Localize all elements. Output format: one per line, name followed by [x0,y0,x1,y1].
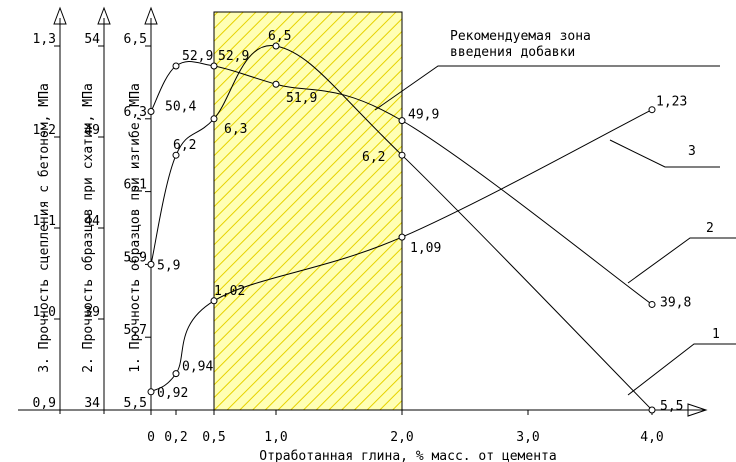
compress-tick-label: 34 [84,396,100,411]
zone-annotation-leader [374,65,720,111]
bond-axis-title: 3. Прочность сцепления с бетоном, МПа [37,83,52,373]
x-axis-arrow [687,403,708,417]
series-1-data-label: 5,9 [157,258,180,273]
bond-tick-label: 1,3 [33,32,56,47]
bend-tick-label: 6,3 [124,105,147,120]
series-3-data-label: 0,92 [157,386,188,401]
series-1-data-label: 6,3 [224,122,247,137]
series-2-point [272,80,280,88]
bond-axis-arrow [53,6,67,25]
bend-tick-label: 5,5 [124,396,147,411]
x-tick-label: 0 [147,430,155,445]
bend-axis-arrow [144,6,158,25]
compress-tick-label: 54 [84,32,100,47]
series-3-point [147,388,155,396]
compress-axis-title: 2. Прочность образцов при схатии, МПа [81,83,96,373]
series-1-point [272,42,280,50]
series-3-point [648,106,656,114]
series-2-data-label: 51,9 [286,91,317,106]
x-tick-label: 0,2 [164,430,187,445]
bond-tick-label: 1,0 [33,305,56,320]
bend-tick-label: 5,9 [124,250,147,265]
series-1-data-label: 6,2 [173,138,196,153]
zone-annotation-line2: введения добавки [450,45,575,60]
series-2-point [648,300,656,308]
bond-tick-label: 1,1 [33,214,56,229]
series-3-data-label: 1,09 [410,241,441,256]
series-3-point [210,297,218,305]
compress-axis-arrow [97,6,111,25]
compress-tick-label: 49 [84,123,100,138]
series-3-leader [609,139,720,168]
series-3-point [172,370,180,378]
series-1-point [648,406,656,414]
series-1-data-label: 6,5 [268,29,291,44]
series-2-point [398,117,406,125]
series-2-data-label: 50,4 [165,100,196,115]
series-2-data-label: 39,8 [660,295,691,310]
zone-annotation-line1: Рекомендуемая зона [450,29,591,44]
recommended-zone [213,11,403,411]
series-2-data-label: 49,9 [408,108,439,123]
series-2-point [172,62,180,70]
x-tick-label: 4,0 [640,430,663,445]
series-1-point [147,260,155,268]
series-1-point [210,115,218,123]
series-3-name: 3 [688,144,696,159]
bend-tick-label: 6,1 [124,178,147,193]
bond-tick-label: 1,2 [33,123,56,138]
x-tick-label: 3,0 [516,430,539,445]
bend-axis-title: 1. Прочность образцов при изгибе, МПа [128,83,143,373]
x-tick-label: 0,5 [202,430,225,445]
x-tick-label: 1,0 [264,430,287,445]
series-1-point [398,151,406,159]
series-1-leader [627,343,736,396]
series-3-data-label: 1,23 [656,95,687,110]
bond-tick-label: 0,9 [33,396,56,411]
bend-tick-label: 6,5 [124,32,147,47]
series-1-data-label: 5,5 [660,399,683,414]
x-axis-title: Отработанная глина, % масс. от цемента [259,449,556,462]
series-2-name: 2 [706,221,714,236]
series-3-data-label: 0,94 [182,360,213,375]
series-2-point [210,62,218,70]
compress-tick-label: 44 [84,214,100,229]
series-3-data-label: 1,02 [214,284,245,299]
series-2-data-label: 52,9 [218,49,249,64]
x-tick-label: 2,0 [390,430,413,445]
compress-tick-label: 39 [84,305,100,320]
series-1-data-label: 6,2 [362,150,385,165]
series-3-point [398,233,406,241]
series-2-data-label: 52,9 [182,49,213,64]
series-2-leader [627,237,736,284]
series-1-name: 1 [712,327,720,342]
series-2-point [147,108,155,116]
series-1-point [172,151,180,159]
bend-tick-label: 5,7 [124,323,147,338]
